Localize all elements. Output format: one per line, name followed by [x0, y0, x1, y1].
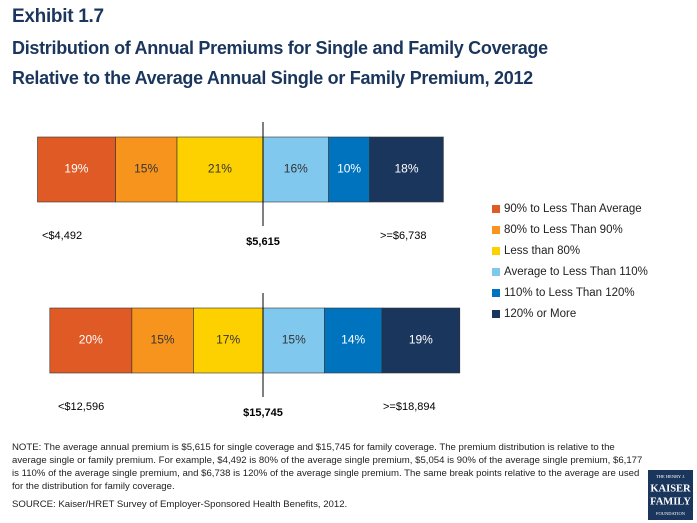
- value-label: 15%: [134, 162, 158, 176]
- bar-segment: [193, 307, 264, 374]
- low-label: <$12,596: [58, 401, 104, 413]
- legend-swatch: [492, 310, 500, 318]
- high-label: >=$18,894: [383, 401, 436, 413]
- bar-segment: [369, 136, 444, 203]
- value-label: 21%: [208, 162, 232, 176]
- value-label: 15%: [282, 333, 306, 347]
- bar-segment: [37, 136, 116, 203]
- chart: 21% 15% 19% 16% 10% 18% <$4,492 $5,615 >=$6,738 1…: [37, 122, 648, 419]
- bar-segment: [262, 136, 329, 203]
- bar-segment: [262, 307, 325, 374]
- logo-text: FOUNDATION: [656, 511, 686, 516]
- legend-swatch: [492, 268, 500, 276]
- logo-text: KAISER: [650, 483, 691, 494]
- value-label: 10%: [337, 162, 361, 176]
- bar-segment: [324, 307, 383, 374]
- value-label: 14%: [341, 333, 365, 347]
- exhibit-title: Exhibit 1.7: [12, 6, 104, 27]
- legend-swatch: [492, 205, 500, 213]
- value-label: 19%: [64, 162, 88, 176]
- bar-segment: [131, 307, 194, 374]
- average-label: $15,745: [243, 407, 283, 419]
- note: NOTE: The average annual premium is $5,6…: [12, 442, 643, 492]
- low-label: <$4,492: [42, 230, 82, 242]
- legend-label: 90% to Less Than Average: [504, 203, 642, 215]
- value-label: 15%: [151, 333, 175, 347]
- value-label: 18%: [394, 162, 418, 176]
- value-label: 16%: [284, 162, 308, 176]
- legend-swatch: [492, 226, 500, 234]
- legend-swatch: [492, 247, 500, 255]
- legend-swatch: [492, 289, 500, 297]
- legend-label: Average to Less Than 110%: [504, 266, 648, 278]
- logo-text: THE HENRY J.: [656, 474, 685, 479]
- source: SOURCE: Kaiser/HRET Survey of Employer-S…: [12, 499, 348, 510]
- bar-segment: [49, 307, 133, 374]
- value-label: 20%: [79, 333, 103, 347]
- high-label: >=$6,738: [380, 230, 427, 242]
- chart-subtitle: Distribution of Annual Premiums for Sing…: [12, 38, 548, 58]
- legend-label: Less than 80%: [504, 245, 580, 257]
- chart-subtitle: Relative to the Average Annual Single or…: [12, 68, 533, 88]
- value-label: 17%: [216, 333, 240, 347]
- average-label: $5,615: [246, 236, 280, 248]
- legend-label: 80% to Less Than 90%: [504, 224, 623, 236]
- legend-label: 120% or More: [504, 308, 576, 320]
- logo-box: [648, 470, 693, 520]
- bar-segment: [381, 307, 461, 374]
- logo-text: FAMILY: [650, 496, 691, 507]
- bar-segment: [176, 136, 264, 203]
- bar-segment: [328, 136, 370, 203]
- legend-label: 110% to Less Than 120%: [504, 287, 635, 299]
- value-label: 19%: [409, 333, 433, 347]
